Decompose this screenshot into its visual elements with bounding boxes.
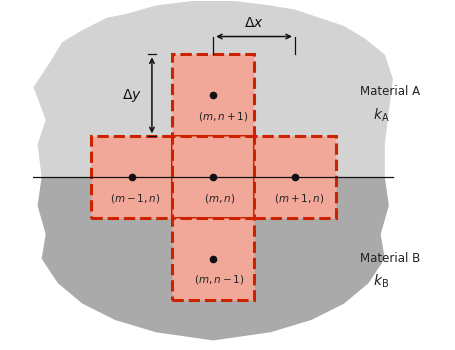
Text: $(m, n - 1)$: $(m, n - 1)$	[194, 273, 245, 286]
Text: Material A: Material A	[360, 85, 420, 98]
Text: $k_\mathrm{B}$: $k_\mathrm{B}$	[373, 273, 389, 290]
Text: $\Delta y$: $\Delta y$	[122, 87, 142, 104]
Text: Material B: Material B	[360, 252, 420, 265]
Text: $\Delta x$: $\Delta x$	[244, 16, 264, 30]
Bar	[172, 55, 254, 136]
Text: $(m, n + 1)$: $(m, n + 1)$	[198, 110, 248, 123]
Polygon shape	[38, 177, 389, 341]
Polygon shape	[34, 0, 393, 177]
Text: $k_\mathrm{A}$: $k_\mathrm{A}$	[373, 107, 389, 125]
Bar	[91, 136, 172, 218]
Text: $(m - 1, n)$: $(m - 1, n)$	[111, 192, 161, 205]
Bar	[254, 136, 336, 218]
Text: $(m + 1, n)$: $(m + 1, n)$	[274, 192, 324, 205]
Text: $(m, n)$: $(m, n)$	[204, 192, 235, 205]
Bar	[172, 218, 254, 300]
Bar	[172, 136, 254, 218]
